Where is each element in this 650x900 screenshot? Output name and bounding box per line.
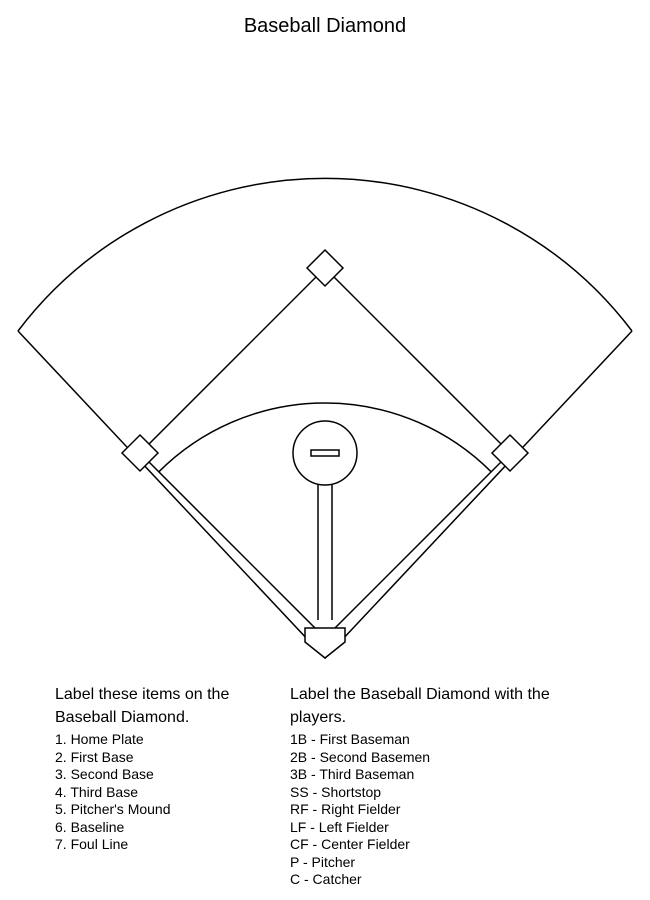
- legend-left-item: 1. Home Plate: [55, 731, 280, 749]
- legend-left-item: 4. Third Base: [55, 784, 280, 802]
- legend-field-items: Label these items on the Baseball Diamon…: [0, 685, 280, 889]
- legend-right-item: 1B - First Baseman: [290, 731, 650, 749]
- legend-right-item: C - Catcher: [290, 871, 650, 889]
- legend-left-item: 2. First Base: [55, 749, 280, 767]
- legend-left-item: 7. Foul Line: [55, 836, 280, 854]
- legend-left-heading-2: Baseball Diamond.: [55, 708, 280, 728]
- legend-players: Label the Baseball Diamond with the play…: [280, 685, 650, 889]
- baseball-diamond-diagram: [0, 38, 650, 678]
- legend-left-item: 3. Second Base: [55, 766, 280, 784]
- legend-right-item: 2B - Second Basemen: [290, 749, 650, 767]
- legend-right-item: 3B - Third Baseman: [290, 766, 650, 784]
- legend-left-item: 6. Baseline: [55, 819, 280, 837]
- legend-left-heading-1: Label these items on the: [55, 685, 280, 705]
- legend-right-item: RF - Right Fielder: [290, 801, 650, 819]
- legend-right-item: LF - Left Fielder: [290, 819, 650, 837]
- legend-right-heading-2: players.: [290, 708, 650, 728]
- legends-row: Label these items on the Baseball Diamon…: [0, 685, 650, 889]
- legend-left-item: 5. Pitcher's Mound: [55, 801, 280, 819]
- legend-right-item: CF - Center Fielder: [290, 836, 650, 854]
- page-title: Baseball Diamond: [0, 0, 650, 38]
- legend-right-item: P - Pitcher: [290, 854, 650, 872]
- legend-right-heading-1: Label the Baseball Diamond with the: [290, 685, 650, 705]
- diamond-svg: [0, 38, 650, 678]
- legend-right-item: SS - Shortstop: [290, 784, 650, 802]
